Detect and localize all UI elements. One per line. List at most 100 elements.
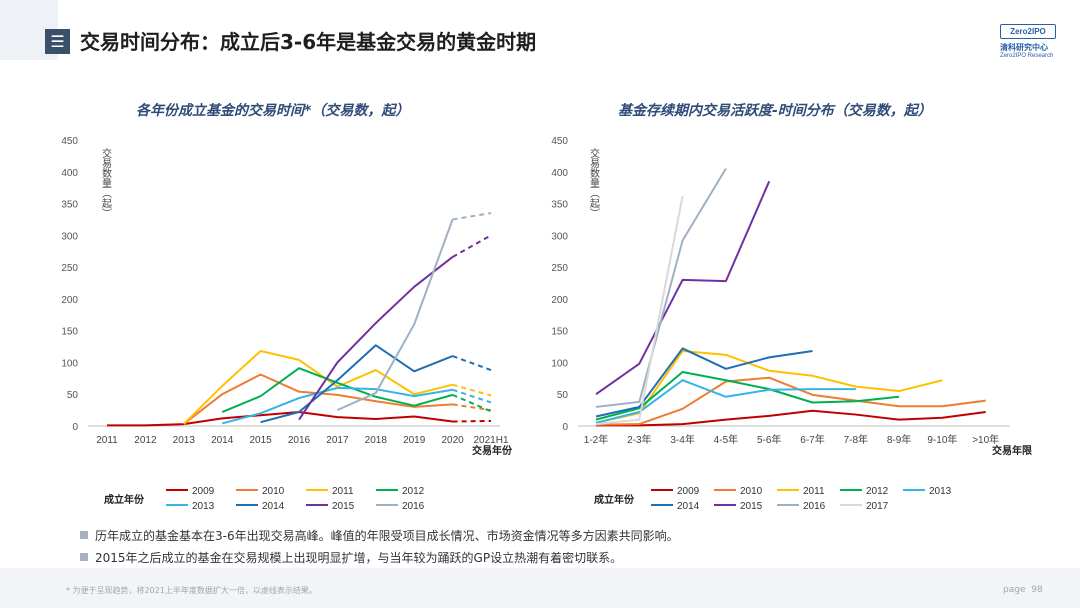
page-number: page 98 xyxy=(1003,585,1043,595)
series-dashed-segment-2016 xyxy=(452,212,492,221)
x-tick-label: 2014 xyxy=(211,435,234,446)
series-line-2011 xyxy=(595,350,943,424)
x-tick-label: 2012 xyxy=(134,435,157,446)
bullet-item: 2015年之后成立的基金在交易规模上出现明显扩增，与当年较为踊跃的GP设立热潮有… xyxy=(80,546,679,568)
legend-label-2013: 2013 xyxy=(192,501,215,512)
x-tick-label: 9-10年 xyxy=(927,433,957,446)
x-tick-label: >10年 xyxy=(972,433,999,446)
x-tick-label: 2-3年 xyxy=(627,433,651,446)
x-tick-label: 6-7年 xyxy=(800,433,824,446)
y-tick-label: 400 xyxy=(61,168,78,179)
x-tick-label: 7-8年 xyxy=(844,433,868,446)
x-axis-title: 交易年限 xyxy=(992,444,1033,457)
page-value: 98 xyxy=(1031,585,1043,595)
y-tick-label: 0 xyxy=(562,422,568,433)
x-tick-label: 2011 xyxy=(96,435,118,446)
legend-label-2014: 2014 xyxy=(677,501,700,512)
legend-label-2011: 2011 xyxy=(803,486,825,497)
logo: Zero2IPO 清科研究中心 Zero2IPO Research xyxy=(998,24,1058,62)
bullet-text: 历年成立的基金基本在3-6年出现交易高峰。峰值的年限受项目成长情况、市场资金情况… xyxy=(95,528,679,543)
legend-label-2010: 2010 xyxy=(262,486,285,497)
y-tick-label: 100 xyxy=(61,358,78,369)
legend-label-2009: 2009 xyxy=(677,486,700,497)
y-tick-label: 200 xyxy=(61,295,78,306)
bullet-square-icon xyxy=(80,553,88,561)
legend-title: 成立年份 xyxy=(594,493,635,506)
legend-label-2015: 2015 xyxy=(332,501,355,512)
y-tick-label: 450 xyxy=(551,136,568,147)
legend-label-2012: 2012 xyxy=(402,486,425,497)
logo-badge: Zero2IPO xyxy=(1000,24,1056,39)
series-line-2015 xyxy=(298,256,454,421)
legend-label-2009: 2009 xyxy=(192,486,215,497)
series-line-2011 xyxy=(183,350,453,425)
series-dashed-segment-2009 xyxy=(452,419,492,423)
x-tick-label: 3-4年 xyxy=(670,433,694,446)
y-axis-title: 交易数量（起） xyxy=(100,147,112,218)
logo-cn-text: 清科研究中心 xyxy=(1000,43,1048,52)
series-line-2012 xyxy=(595,370,900,421)
y-tick-label: 100 xyxy=(551,358,568,369)
series-line-2016 xyxy=(595,168,727,408)
legend-label-2017: 2017 xyxy=(866,501,889,512)
y-tick-label: 450 xyxy=(61,136,78,147)
y-tick-label: 300 xyxy=(551,231,568,242)
series-dashed-segment-2011 xyxy=(452,383,492,397)
series-line-2009 xyxy=(107,411,453,427)
series-line-2009 xyxy=(596,409,986,427)
series-dashed-segment-2010 xyxy=(452,403,492,412)
y-tick-label: 300 xyxy=(61,231,78,242)
legend-label-2013: 2013 xyxy=(929,486,952,497)
x-axis-title: 交易年份 xyxy=(472,444,513,457)
bullet-square-icon xyxy=(80,531,88,539)
series-dashed-segment-2015 xyxy=(452,234,492,258)
x-tick-label: 2013 xyxy=(173,435,196,446)
x-tick-label: 2015 xyxy=(249,435,272,446)
bullet-list: 历年成立的基金基本在3-6年出现交易高峰。峰值的年限受项目成长情况、市场资金情况… xyxy=(80,524,679,568)
series-dashed-segment-2014 xyxy=(452,355,492,372)
legend-label-2010: 2010 xyxy=(740,486,763,497)
bullet-text: 2015年之后成立的基金在交易规模上出现明显扩增，与当年较为踊跃的GP设立热潮有… xyxy=(95,550,623,565)
y-tick-label: 150 xyxy=(61,327,78,338)
legend-label-2012: 2012 xyxy=(866,486,889,497)
bullet-item: 历年成立的基金基本在3-6年出现交易高峰。峰值的年限受项目成长情况、市场资金情况… xyxy=(80,524,679,546)
y-tick-label: 250 xyxy=(61,263,78,274)
y-tick-label: 400 xyxy=(551,168,568,179)
series-line-2014 xyxy=(595,347,813,418)
y-tick-label: 0 xyxy=(72,422,78,433)
series-line-2010 xyxy=(595,376,986,426)
series-dashed-segment-2013 xyxy=(452,388,492,404)
series-line-2012 xyxy=(221,367,453,413)
y-tick-label: 50 xyxy=(557,390,569,401)
x-tick-label: 2021H1 xyxy=(473,435,508,446)
x-tick-label: 2018 xyxy=(365,435,388,446)
chart2-title: 基金存续期内交易活跃度-时间分布（交易数，起） xyxy=(618,103,932,119)
y-tick-label: 350 xyxy=(551,200,568,211)
y-tick-label: 250 xyxy=(551,263,568,274)
series-line-2016 xyxy=(336,219,454,412)
series-line-2015 xyxy=(595,180,771,396)
x-tick-label: 2020 xyxy=(441,435,464,446)
y-tick-label: 350 xyxy=(61,200,78,211)
series-line-2013 xyxy=(595,379,856,424)
page-title: 交易时间分布：成立后3-6年是基金交易的黄金时期 xyxy=(80,30,537,54)
x-tick-label: 1-2年 xyxy=(584,433,608,446)
menu-icon[interactable]: ☰ xyxy=(45,29,70,54)
x-tick-label: 2016 xyxy=(288,435,311,446)
series-line-2014 xyxy=(260,344,453,424)
legend-label-2016: 2016 xyxy=(803,501,826,512)
x-tick-label: 2019 xyxy=(403,435,426,446)
x-tick-label: 5-6年 xyxy=(757,433,781,446)
x-tick-label: 8-9年 xyxy=(887,433,911,446)
y-tick-label: 200 xyxy=(551,295,568,306)
legend-label-2016: 2016 xyxy=(402,501,425,512)
x-tick-label: 4-5年 xyxy=(714,433,738,446)
legend-label-2015: 2015 xyxy=(740,501,763,512)
series-dashed-segment-2012 xyxy=(452,393,492,413)
x-tick-label: 2017 xyxy=(326,435,349,446)
series-line-2017 xyxy=(595,195,684,426)
chart1-title: 各年份成立基金的交易时间*（交易数，起） xyxy=(136,103,410,119)
page-label: page xyxy=(1003,585,1026,595)
